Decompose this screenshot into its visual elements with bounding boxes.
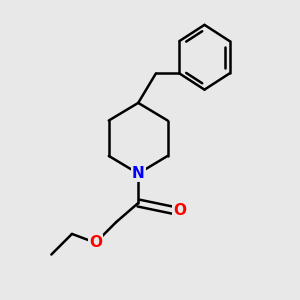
Text: O: O	[89, 235, 102, 250]
Text: O: O	[173, 203, 187, 218]
Text: N: N	[132, 166, 145, 181]
